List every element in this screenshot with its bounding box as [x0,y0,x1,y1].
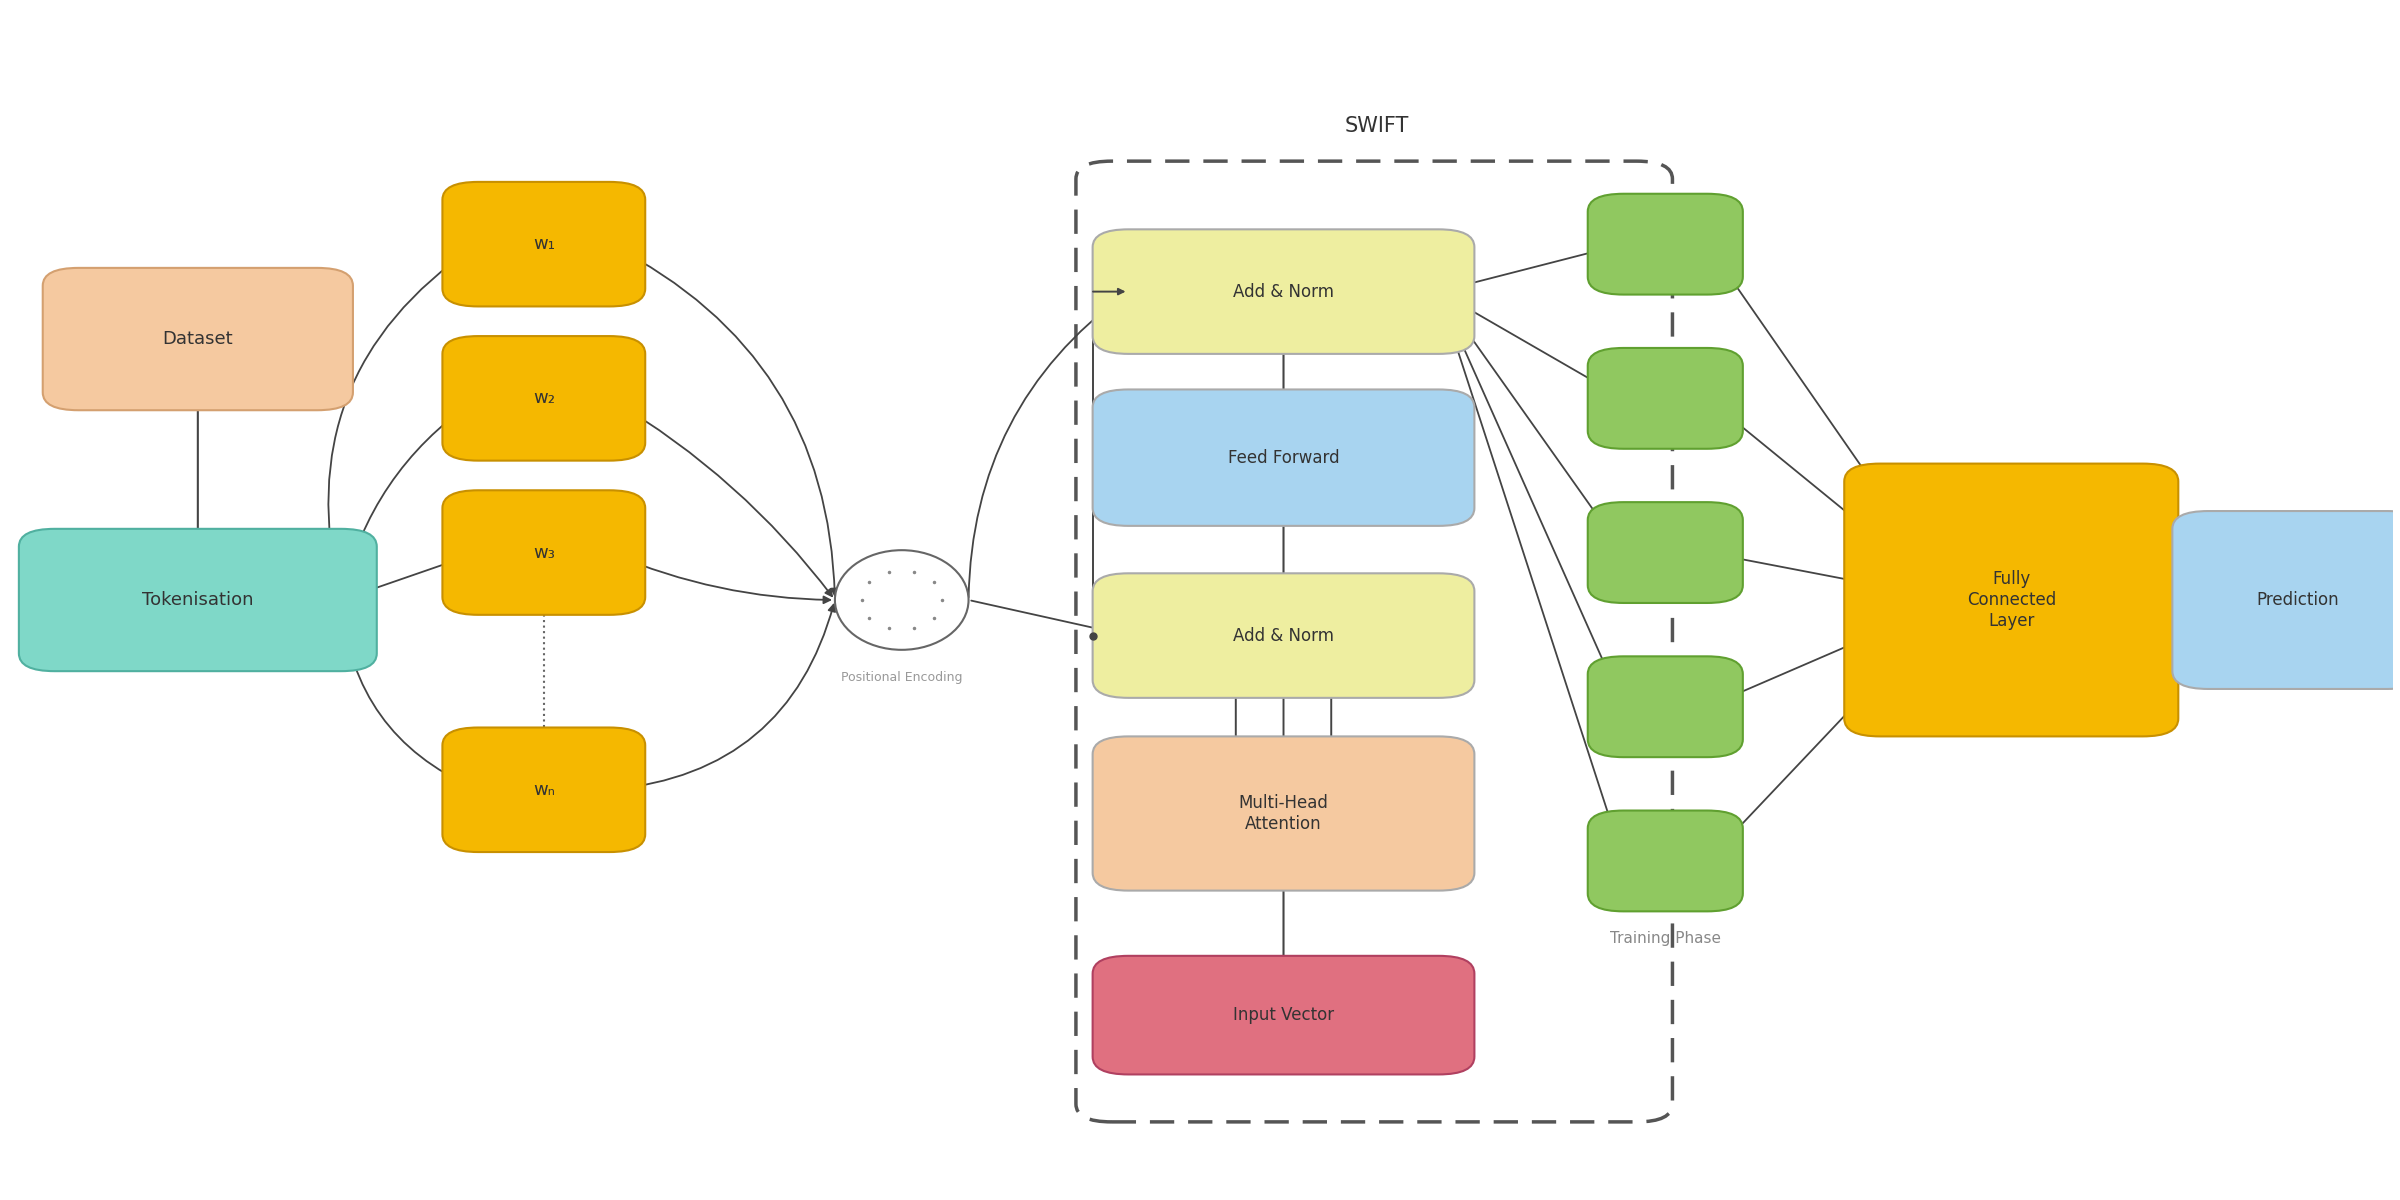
Text: Multi-Head
Attention: Multi-Head Attention [1238,794,1330,833]
FancyBboxPatch shape [1092,574,1474,698]
FancyBboxPatch shape [19,529,377,671]
FancyBboxPatch shape [43,268,353,410]
FancyBboxPatch shape [1843,463,2179,737]
Text: w₃: w₃ [533,544,554,562]
Text: wₙ: wₙ [533,781,554,799]
FancyBboxPatch shape [442,491,646,614]
Text: Dataset: Dataset [163,330,233,348]
FancyBboxPatch shape [1589,502,1742,602]
Text: Add & Norm: Add & Norm [1234,626,1334,644]
FancyBboxPatch shape [442,727,646,852]
FancyBboxPatch shape [1092,390,1474,526]
FancyBboxPatch shape [1589,810,1742,911]
FancyBboxPatch shape [1092,956,1474,1074]
Text: Add & Norm: Add & Norm [1234,283,1334,301]
Text: Training Phase: Training Phase [1610,930,1721,946]
FancyBboxPatch shape [1589,193,1742,294]
Text: w₂: w₂ [533,389,554,407]
FancyBboxPatch shape [1589,656,1742,757]
Ellipse shape [835,550,970,650]
Text: SWIFT: SWIFT [1344,115,1409,136]
Text: Fully
Connected
Layer: Fully Connected Layer [1966,570,2057,630]
Text: w₁: w₁ [533,235,554,253]
Text: Tokenisation: Tokenisation [142,592,254,610]
FancyBboxPatch shape [442,336,646,461]
Text: Feed Forward: Feed Forward [1229,449,1339,467]
Text: Positional Encoding: Positional Encoding [840,671,962,684]
FancyBboxPatch shape [1092,229,1474,354]
FancyBboxPatch shape [442,182,646,306]
Text: Input Vector: Input Vector [1234,1006,1334,1024]
FancyBboxPatch shape [2172,511,2400,689]
Text: Prediction: Prediction [2256,592,2340,610]
FancyBboxPatch shape [1092,737,1474,890]
FancyBboxPatch shape [1589,348,1742,449]
